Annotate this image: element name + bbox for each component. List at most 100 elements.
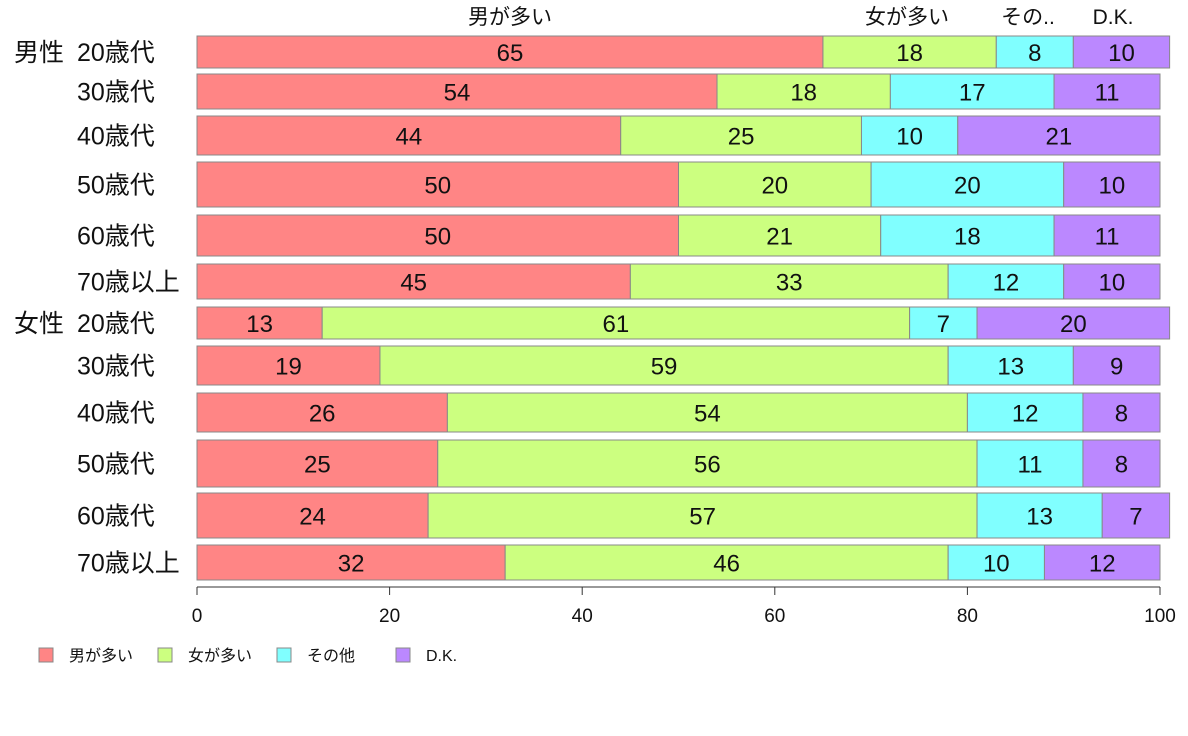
bar-segment bbox=[427, 492, 978, 539]
bar-segment bbox=[678, 161, 872, 208]
x-tick-label: 100 bbox=[1144, 606, 1176, 627]
category-label: 30歳代 bbox=[77, 79, 155, 107]
bar-segment bbox=[196, 161, 679, 208]
legend-swatch bbox=[38, 647, 54, 663]
x-tick-label: 40 bbox=[572, 606, 593, 627]
bar-segment bbox=[947, 263, 1065, 300]
bar-segment bbox=[976, 306, 1171, 340]
x-tick-label: 60 bbox=[764, 606, 785, 627]
legend-swatch bbox=[395, 647, 411, 663]
data-label: 12 bbox=[993, 270, 1020, 297]
category-label: 50歳代 bbox=[77, 451, 155, 479]
bar-segment bbox=[196, 345, 381, 386]
data-label: 11 bbox=[1095, 224, 1120, 251]
bar-segment bbox=[957, 115, 1161, 156]
legend-label: 男が多い bbox=[69, 647, 133, 665]
data-label: 9 bbox=[1110, 354, 1123, 381]
data-label: 12 bbox=[1089, 551, 1116, 578]
data-label: 10 bbox=[896, 124, 923, 151]
category-label: 70歳以上 bbox=[77, 550, 180, 578]
category-label: 20歳代 bbox=[77, 310, 155, 338]
bar-segment bbox=[1072, 345, 1161, 386]
bar-segment bbox=[1043, 544, 1161, 581]
data-label: 10 bbox=[1098, 173, 1125, 200]
category-label: 70歳以上 bbox=[77, 269, 180, 297]
data-label: 7 bbox=[937, 311, 950, 338]
category-label: 60歳代 bbox=[77, 223, 155, 251]
category-label: 20歳代 bbox=[77, 39, 155, 67]
bar-segment bbox=[947, 345, 1074, 386]
category-label: 60歳代 bbox=[77, 503, 155, 531]
bar-segment bbox=[504, 544, 949, 581]
bar-segment bbox=[196, 73, 718, 110]
group-label: 女性 bbox=[14, 310, 64, 338]
bar-segment bbox=[716, 73, 891, 110]
bar-segment bbox=[1101, 492, 1171, 539]
data-label: 13 bbox=[1026, 504, 1053, 531]
category-label: 30歳代 bbox=[77, 353, 155, 381]
bar-segment bbox=[446, 392, 968, 433]
data-label: 32 bbox=[338, 551, 365, 578]
data-label: 18 bbox=[896, 40, 923, 67]
bar-segment bbox=[909, 306, 978, 340]
legend-label: D.K. bbox=[426, 648, 457, 665]
data-label: 45 bbox=[400, 270, 427, 297]
bar-segment bbox=[976, 439, 1084, 488]
category-label: 50歳代 bbox=[77, 172, 155, 200]
bar-segment bbox=[196, 115, 622, 156]
data-label: 65 bbox=[497, 40, 524, 67]
data-label: 12 bbox=[1012, 401, 1039, 428]
data-label: 25 bbox=[728, 124, 755, 151]
group-label: 男性 bbox=[14, 39, 64, 67]
data-label: 8 bbox=[1115, 452, 1128, 479]
x-tick-label: 0 bbox=[192, 606, 203, 627]
bar-segment bbox=[196, 263, 631, 300]
data-label: 59 bbox=[651, 354, 678, 381]
data-label: 17 bbox=[959, 80, 986, 107]
data-label: 8 bbox=[1028, 40, 1041, 67]
data-label: 56 bbox=[694, 452, 721, 479]
legend-swatch bbox=[276, 647, 292, 663]
data-label: 8 bbox=[1115, 401, 1128, 428]
top-column-label: D.K. bbox=[1093, 6, 1134, 29]
bar-segment bbox=[1082, 392, 1161, 433]
bar-segment bbox=[196, 35, 824, 69]
bar-segment bbox=[1053, 214, 1161, 257]
category-label: 40歳代 bbox=[77, 123, 155, 151]
bar-segment bbox=[196, 544, 506, 581]
legend-label: 女が多い bbox=[188, 646, 252, 665]
bar-segment bbox=[1063, 161, 1161, 208]
bar-segment bbox=[678, 214, 882, 257]
x-tick-label: 20 bbox=[379, 606, 400, 627]
bar-segment bbox=[1072, 35, 1171, 69]
data-label: 57 bbox=[689, 504, 716, 531]
bar-segment bbox=[620, 115, 862, 156]
data-label: 33 bbox=[776, 270, 803, 297]
data-label: 54 bbox=[694, 401, 721, 428]
data-label: 13 bbox=[997, 354, 1024, 381]
legend-swatch bbox=[157, 647, 173, 663]
data-label: 61 bbox=[603, 311, 630, 338]
bar-segment bbox=[1082, 439, 1161, 488]
data-label: 11 bbox=[1018, 452, 1043, 479]
data-label: 54 bbox=[444, 80, 471, 107]
bar-segment bbox=[629, 263, 949, 300]
bar-segment bbox=[976, 492, 1103, 539]
data-label: 46 bbox=[713, 551, 740, 578]
data-label: 11 bbox=[1095, 80, 1120, 107]
data-label: 21 bbox=[1046, 124, 1073, 151]
legend-label: その他 bbox=[307, 647, 355, 665]
data-label: 10 bbox=[1098, 270, 1125, 297]
data-label: 10 bbox=[983, 551, 1010, 578]
top-column-label: 女が多い bbox=[865, 6, 949, 29]
data-label: 21 bbox=[766, 224, 793, 251]
bar-segment bbox=[196, 439, 439, 488]
bar-segment bbox=[889, 73, 1055, 110]
data-label: 24 bbox=[299, 504, 326, 531]
data-label: 19 bbox=[275, 354, 302, 381]
data-label: 50 bbox=[424, 173, 451, 200]
data-label: 44 bbox=[396, 124, 423, 151]
bar-segment bbox=[822, 35, 997, 69]
bar-segment bbox=[196, 492, 429, 539]
